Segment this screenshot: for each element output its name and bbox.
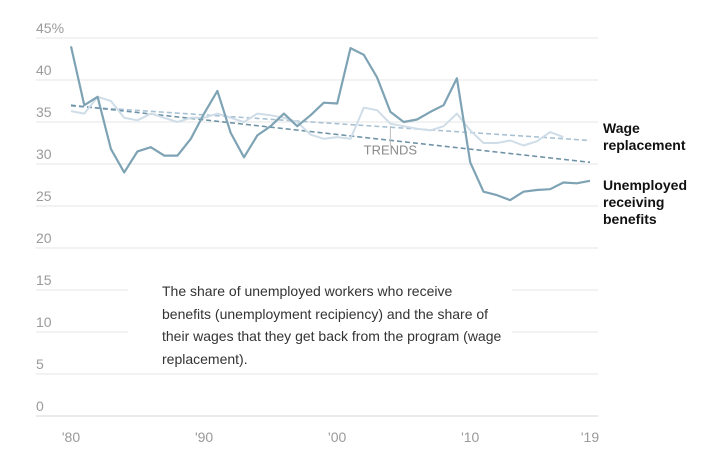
y-axis-ticks: 0 5 10 15 20 25 30 35 40 45% xyxy=(36,20,64,414)
y-tick-label: 25 xyxy=(36,188,52,204)
series-label: Unemployed xyxy=(603,177,687,193)
x-tick-label: '10 xyxy=(461,429,479,445)
trends-annotation: TRENDS xyxy=(364,126,418,158)
trends-label: TRENDS xyxy=(364,143,418,158)
x-tick-label: '19 xyxy=(581,429,599,445)
y-tick-label: 45% xyxy=(36,20,64,36)
wage-replacement-line xyxy=(70,95,564,147)
trend-lines xyxy=(70,104,591,164)
note-backdrop xyxy=(128,276,512,366)
y-tick-label: 30 xyxy=(36,146,52,162)
series-lines xyxy=(69,46,591,202)
x-axis-ticks: '80 '90 '00 '10 '19 xyxy=(62,429,599,445)
x-tick-label: '80 xyxy=(62,429,80,445)
trend-line xyxy=(70,105,591,142)
y-tick-label: 20 xyxy=(36,230,52,246)
gridlines xyxy=(36,37,598,417)
y-tick-label: 0 xyxy=(36,398,44,414)
y-tick-label: 10 xyxy=(36,314,52,330)
x-tick-label: '90 xyxy=(195,429,213,445)
y-tick-label: 5 xyxy=(36,356,44,372)
recipiency-line xyxy=(69,46,591,202)
series-label: Wage xyxy=(603,120,640,136)
y-tick-label: 40 xyxy=(36,62,52,78)
series-label: benefits xyxy=(603,211,657,227)
y-tick-label: 35 xyxy=(36,104,52,120)
y-tick-label: 15 xyxy=(36,272,52,288)
series-label: receiving xyxy=(603,194,664,210)
chart-note: The share of unemployed workers who rece… xyxy=(162,283,502,367)
trend-line xyxy=(70,104,591,164)
x-tick-label: '00 xyxy=(328,429,346,445)
series-label: replacement xyxy=(603,137,686,153)
